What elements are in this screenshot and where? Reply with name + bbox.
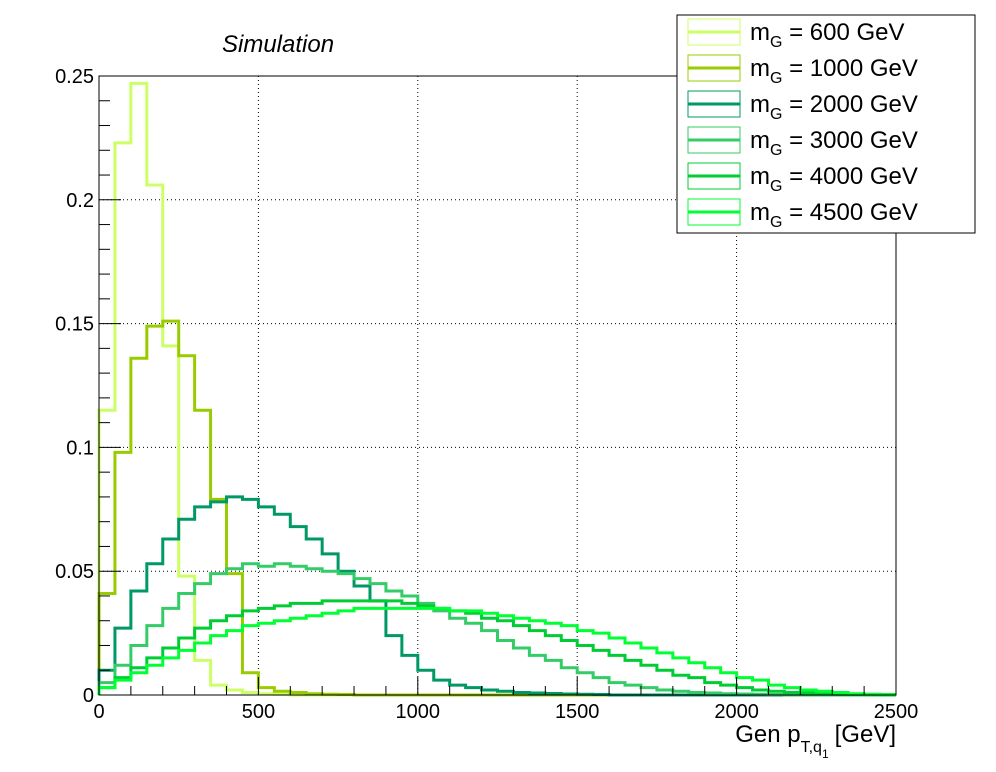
legend-label-rest: = 600 GeV xyxy=(782,19,904,46)
legend-label-main: m xyxy=(750,127,770,154)
legend-label-sub: G xyxy=(770,106,782,123)
legend-entry-6: mG = 4500 GeV xyxy=(687,198,918,231)
legend-label-rest: = 3000 GeV xyxy=(782,127,917,154)
simulation-annotation: Simulation xyxy=(222,31,334,58)
legend-label-main: m xyxy=(750,55,770,82)
legend-entry-1: mG = 600 GeV xyxy=(687,18,905,51)
x-tick-label-5: 2500 xyxy=(874,701,919,723)
legend-box xyxy=(676,14,976,234)
x-label-main: Gen p xyxy=(735,721,800,748)
tick-labels: 0 500 1000 1500 2000 2500 0 0.05 0.1 0.15 0.2 0.25 xyxy=(55,66,918,723)
legend-entry-4: mG = 3000 GeV xyxy=(687,126,918,159)
legend-label-sub: G xyxy=(770,70,782,87)
series-line-6 xyxy=(97,606,896,697)
x-tick-label-2: 1000 xyxy=(396,701,441,723)
y-tick-label-1: 0.05 xyxy=(55,561,94,583)
axis-ticks xyxy=(98,75,897,696)
legend-label-rest: = 2000 GeV xyxy=(782,91,917,118)
legend-label-sub: G xyxy=(770,142,782,159)
legend-label-rest: = 4000 GeV xyxy=(782,163,917,190)
legend-label-main: m xyxy=(750,91,770,118)
legend-label-sub: G xyxy=(770,214,782,231)
x-tick-label-3: 1500 xyxy=(555,701,600,723)
y-tick-label-0: 0 xyxy=(83,685,94,707)
x-axis-label: Gen pT,q1 [GeV] xyxy=(735,721,896,761)
legend-label-4: mG = 3000 GeV xyxy=(750,127,918,159)
legend-label-1: mG = 600 GeV xyxy=(750,19,905,51)
x-label-sub: T,q xyxy=(801,739,822,756)
x-label-unit: [GeV] xyxy=(835,721,896,748)
legend-label-rest: = 1000 GeV xyxy=(782,55,917,82)
legend-label-2: mG = 1000 GeV xyxy=(750,55,918,87)
y-tick-label-3: 0.15 xyxy=(55,314,94,336)
legend-entry-3: mG = 2000 GeV xyxy=(687,90,918,123)
legend-label-sub: G xyxy=(770,34,782,51)
legend-label-3: mG = 2000 GeV xyxy=(750,91,918,123)
x-label-subsub: 1 xyxy=(822,747,829,761)
legend-entry-2: mG = 1000 GeV xyxy=(687,54,918,87)
legend-label-rest: = 4500 GeV xyxy=(782,199,917,226)
legend-label-6: mG = 4500 GeV xyxy=(750,199,918,231)
x-tick-label-0: 0 xyxy=(93,701,104,723)
legend-label-main: m xyxy=(750,19,770,46)
legend-label-main: m xyxy=(750,163,770,190)
y-tick-label-4: 0.2 xyxy=(66,190,94,212)
series-line-4 xyxy=(97,562,896,697)
legend-label-5: mG = 4000 GeV xyxy=(750,163,918,195)
series-line-3 xyxy=(97,495,896,697)
legend-entry-5: mG = 4000 GeV xyxy=(687,162,918,195)
y-tick-label-2: 0.1 xyxy=(66,437,94,459)
legend-label-main: m xyxy=(750,199,770,226)
x-tick-label-1: 500 xyxy=(242,701,275,723)
plot-frame xyxy=(98,75,897,696)
legend-label-sub: G xyxy=(770,178,782,195)
x-tick-label-4: 2000 xyxy=(714,701,759,723)
y-tick-label-5: 0.25 xyxy=(55,66,94,88)
